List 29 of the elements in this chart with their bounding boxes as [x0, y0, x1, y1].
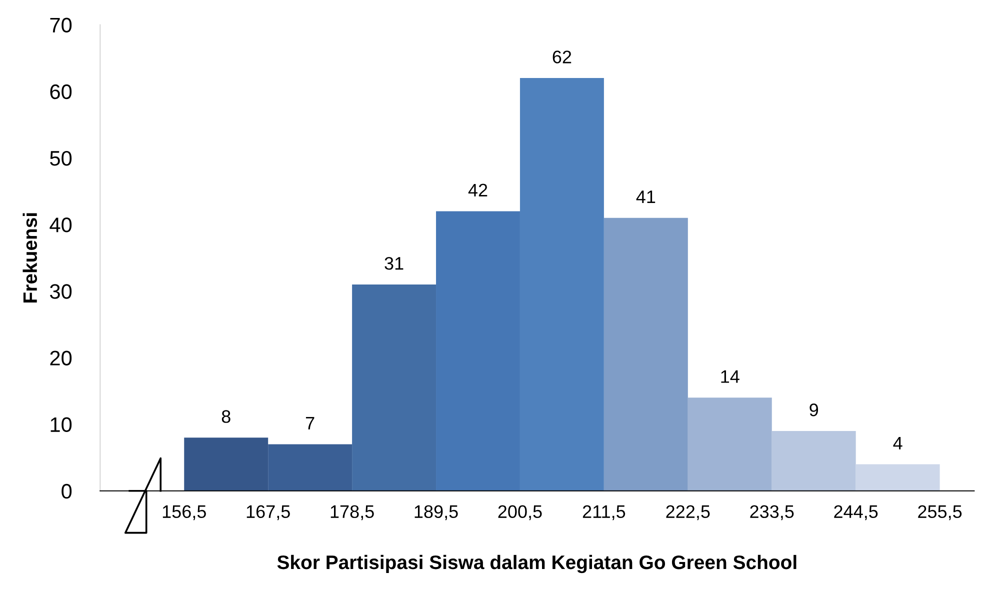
data-label: 42: [468, 184, 488, 196]
data-label: 41: [636, 190, 656, 204]
x-tick-label: 200,5: [498, 505, 542, 520]
x-tick-label: 233,5: [750, 505, 794, 520]
y-tick-label: 20: [50, 350, 72, 366]
x-tick-label: 189,5: [414, 505, 458, 520]
y-tick-label: 0: [62, 484, 72, 499]
y-tick-label: 50: [50, 150, 72, 166]
data-label: 31: [384, 257, 404, 270]
y-tick-label: 40: [50, 218, 72, 232]
x-tick-label: 244,5: [834, 505, 878, 520]
y-axis-title: Frekuensi: [22, 213, 38, 302]
data-label: 62: [552, 50, 572, 64]
data-label: 7: [306, 416, 314, 430]
x-tick-label: 178,5: [330, 505, 374, 520]
data-label: 14: [721, 370, 740, 383]
x-tick-label: 156,5: [162, 505, 206, 520]
x-tick-label: 211,5: [582, 505, 626, 520]
x-tick-label: 255,5: [918, 505, 962, 520]
y-tick-label: 10: [50, 417, 72, 432]
data-label: 8: [222, 410, 230, 423]
x-tick-label: 167,5: [246, 505, 290, 520]
y-tick-label: 70: [50, 18, 72, 33]
data-label: 9: [810, 403, 818, 416]
y-tick-label: 30: [50, 284, 72, 299]
y-tick-label: 60: [50, 84, 72, 100]
x-axis-title: Skor Partisipasi Siswa dalam Kegiatan Go Green School: [277, 554, 796, 574]
x-tick-label: 222,5: [666, 505, 710, 520]
data-label: 4: [893, 436, 902, 450]
